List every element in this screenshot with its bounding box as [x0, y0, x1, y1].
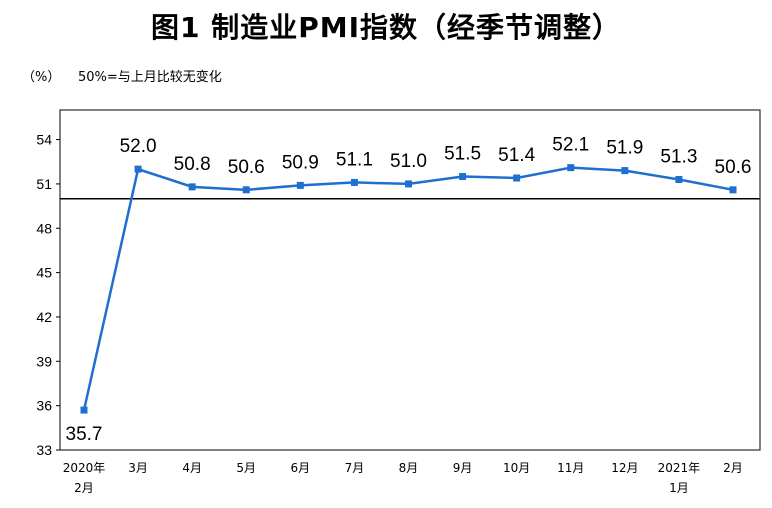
data-point-marker — [675, 175, 683, 183]
data-label: 51.1 — [336, 149, 373, 170]
data-label: 50.6 — [715, 157, 752, 178]
data-point-marker — [513, 174, 521, 182]
x-tick-label: 5月 — [236, 461, 256, 475]
x-tick-label: 4月 — [182, 461, 202, 475]
x-tick-label: 9月 — [453, 461, 473, 475]
data-point-marker — [80, 406, 88, 414]
data-point-marker — [621, 167, 629, 175]
x-tick-label: 2021年 — [658, 461, 701, 475]
data-point-marker — [729, 186, 737, 194]
data-label: 50.8 — [174, 154, 211, 175]
y-tick-label: 33 — [36, 442, 52, 458]
y-tick-label: 39 — [36, 353, 52, 369]
data-point-marker — [567, 164, 575, 172]
x-tick-label: 3月 — [128, 461, 148, 475]
data-point-marker — [405, 180, 412, 188]
x-tick-label: 1月 — [669, 481, 689, 495]
data-label: 52.1 — [552, 135, 589, 156]
data-point-marker — [296, 181, 304, 189]
data-label: 51.3 — [660, 146, 697, 167]
x-tick-label: 11月 — [557, 461, 584, 475]
data-point-marker — [134, 165, 142, 173]
data-point-marker — [459, 173, 467, 181]
data-label: 50.9 — [282, 152, 319, 173]
x-tick-label: 8月 — [399, 461, 419, 475]
x-tick-label: 2月 — [723, 461, 743, 475]
series-line — [82, 166, 734, 411]
x-tick-label: 7月 — [345, 461, 365, 475]
reference-note: 50%=与上月比较无变化 — [78, 70, 222, 85]
x-tick-label: 10月 — [503, 461, 530, 475]
y-tick-label: 42 — [36, 309, 52, 325]
data-label: 51.4 — [498, 145, 535, 166]
plot-frame — [59, 109, 761, 451]
x-tick-label: 6月 — [291, 461, 311, 475]
data-label: 35.7 — [66, 424, 103, 445]
x-tick-label: 2月 — [74, 481, 94, 495]
data-label: 51.9 — [606, 138, 643, 159]
x-tick-label: 12月 — [611, 461, 638, 475]
data-label: 51.5 — [444, 144, 481, 165]
y-tick-label: 51 — [36, 176, 52, 192]
y-tick-label: 48 — [36, 220, 52, 236]
data-point-marker — [350, 178, 358, 186]
chart-title: 图1 制造业PMI指数（经季节调整） — [150, 11, 622, 44]
data-label: 52.0 — [120, 136, 157, 157]
data-label: 50.6 — [228, 157, 265, 178]
y-tick-label: 45 — [36, 265, 52, 281]
y-unit-label: （%） — [22, 70, 61, 85]
x-tick-label: 2020年 — [63, 461, 106, 475]
data-point-marker — [242, 186, 250, 194]
y-tick-label: 54 — [36, 132, 52, 148]
data-label: 51.0 — [390, 151, 427, 172]
y-tick-label: 36 — [36, 398, 52, 414]
data-point-marker — [188, 183, 196, 191]
